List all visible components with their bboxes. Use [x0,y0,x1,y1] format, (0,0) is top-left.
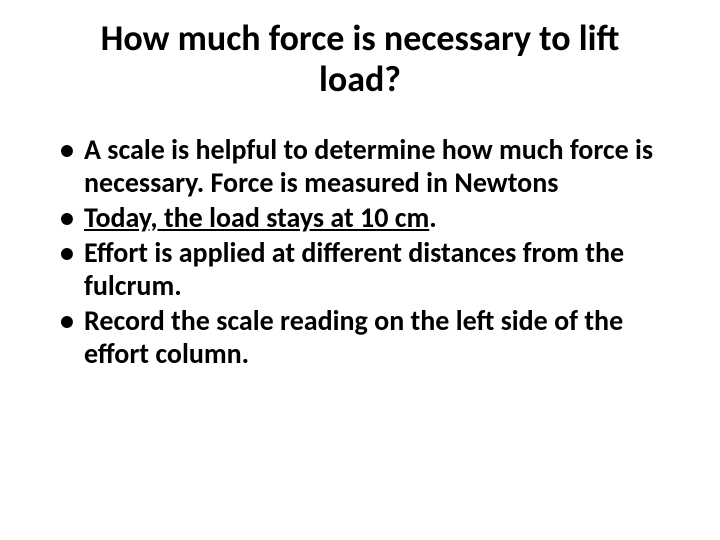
list-item: Today, the load stays at 10 cm. [84,201,672,234]
list-item: A scale is helpful to determine how much… [84,133,672,199]
bullet-text-prefix: Effort is applied at different distances… [84,235,624,303]
slide-title: How much force is necessary to lift load… [48,18,672,101]
bullet-text-prefix: Record the scale reading on the left sid… [84,303,623,371]
bullet-list: A scale is helpful to determine how much… [48,133,672,370]
bullet-text-prefix: A scale is helpful to determine how much… [84,132,653,200]
list-item: Effort is applied at different distances… [84,236,672,302]
bullet-text-suffix: . [429,200,436,235]
bullet-text-underlined: Today, the load stays at 10 cm [84,200,429,235]
title-line-1: How much force is necessary to lift [101,16,620,60]
list-item: Record the scale reading on the left sid… [84,304,672,370]
title-line-2: load? [319,57,401,101]
slide: How much force is necessary to lift load… [0,0,720,540]
